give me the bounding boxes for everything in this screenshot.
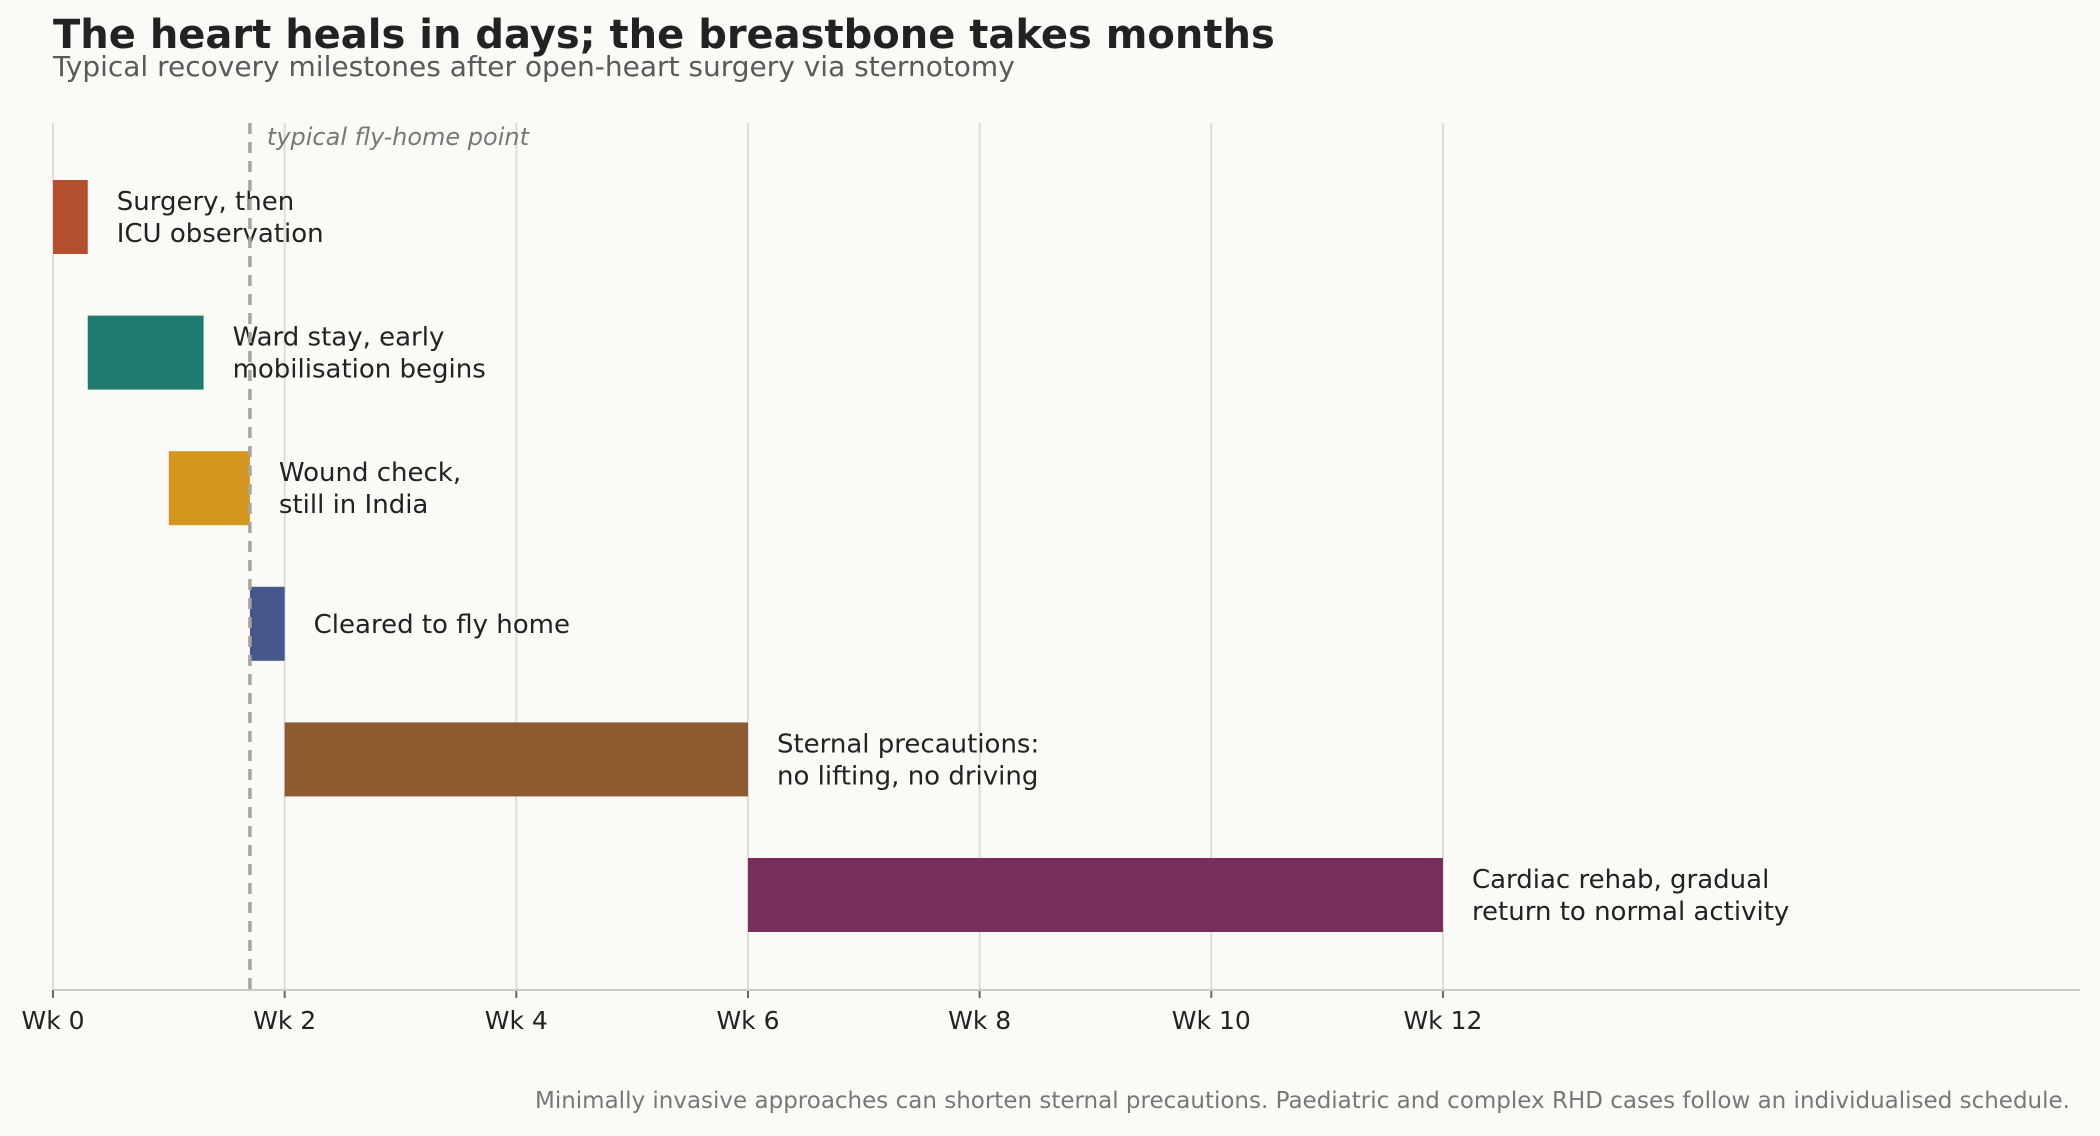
fly-home-reference-label: typical fly-home point bbox=[267, 123, 531, 151]
phase-label-0-line-1: ICU observation bbox=[117, 219, 324, 249]
phase-label-2-line-1: still in India bbox=[279, 490, 428, 520]
phase-bar-3 bbox=[249, 586, 285, 661]
chart-title: The heart heals in days; the breastbone … bbox=[53, 12, 1275, 58]
chart-footnote: Minimally invasive approaches can shorte… bbox=[534, 1088, 2070, 1114]
phase-label-1-line-0: Ward stay, early bbox=[233, 323, 445, 353]
phase-label-4-line-0: Sternal precautions: bbox=[777, 729, 1039, 759]
reference-line-group: typical fly-home point bbox=[248, 123, 531, 990]
phase-label-4-line-1: no lifting, no driving bbox=[777, 761, 1038, 791]
chart-subtitle: Typical recovery milestones after open-h… bbox=[53, 50, 1015, 83]
phase-bar-1 bbox=[87, 315, 204, 390]
x-tick-label-3: Wk 6 bbox=[716, 1006, 779, 1035]
phase-label-5-line-1: return to normal activity bbox=[1472, 897, 1789, 927]
phase-label-3-line-0: Cleared to fly home bbox=[314, 610, 570, 640]
phase-bar-4 bbox=[284, 722, 748, 797]
phase-label-1-line-1: mobilisation begins bbox=[233, 355, 486, 385]
phase-label-2-line-0: Wound check, bbox=[279, 458, 461, 488]
phase-label-5-line-0: Cardiac rehab, gradual bbox=[1472, 865, 1769, 895]
phase-label-0-line-0: Surgery, then bbox=[117, 187, 294, 217]
phase-bar-2 bbox=[168, 451, 250, 526]
x-axis: Wk 0 Wk 2 Wk 4 Wk 6 Wk 8 Wk 10 Wk 12 bbox=[21, 989, 2080, 1035]
x-tick-label-1: Wk 2 bbox=[253, 1006, 316, 1035]
x-tick-label-4: Wk 8 bbox=[948, 1006, 1011, 1035]
x-tick-label-5: Wk 10 bbox=[1172, 1006, 1251, 1035]
x-tick-label-2: Wk 4 bbox=[485, 1006, 548, 1035]
phase-bar-5 bbox=[747, 858, 1443, 932]
x-tick-label-6: Wk 12 bbox=[1403, 1006, 1482, 1035]
gridlines bbox=[52, 123, 1444, 990]
x-tick-label-0: Wk 0 bbox=[21, 1006, 84, 1035]
phase-bar-0 bbox=[53, 180, 88, 254]
